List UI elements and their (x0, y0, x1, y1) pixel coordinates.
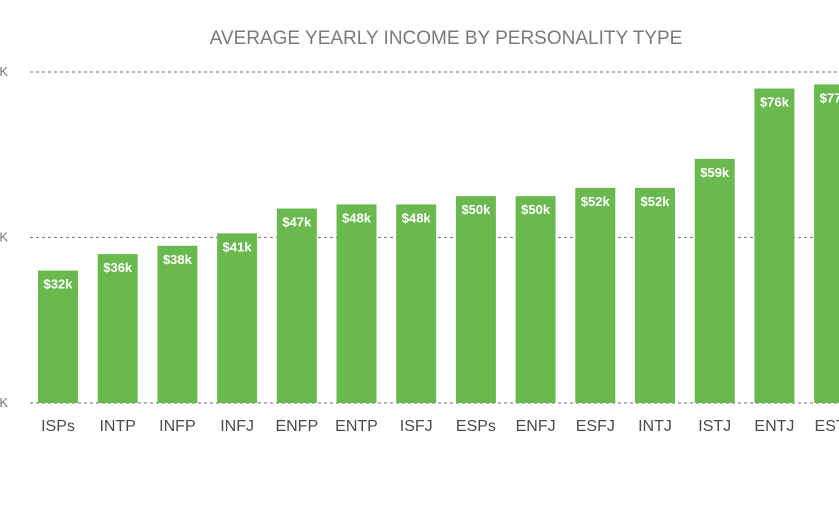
bar-infj (217, 233, 258, 403)
x-tick-label: ESTJ (815, 418, 839, 435)
data-label: $77k (820, 90, 839, 105)
bar-intj (635, 187, 675, 403)
bar-entp (336, 204, 377, 403)
x-tick-label: ENFJ (516, 418, 556, 435)
bar-istj (694, 158, 735, 403)
data-label: $48k (402, 210, 432, 225)
data-label: $32k (44, 277, 74, 292)
bar-esfj (575, 187, 616, 403)
x-tick-label: INTJ (638, 418, 672, 435)
data-label: $59k (700, 165, 730, 180)
data-label: $47k (282, 215, 312, 230)
x-tick-label: INTP (99, 418, 135, 435)
bar-enfj (515, 196, 556, 403)
data-label: $76k (760, 95, 790, 110)
bar-enfp (276, 208, 317, 403)
x-tick-label: ENTP (335, 418, 378, 435)
y-tick-label: K (0, 395, 8, 410)
data-label: $38k (163, 252, 193, 267)
data-label: $50k (461, 202, 491, 217)
data-label: $52k (641, 194, 671, 209)
chart-title: AVERAGE YEARLY INCOME BY PERSONALITY TYP… (210, 28, 683, 49)
bar-entj (754, 88, 795, 404)
x-tick-label: ISTJ (698, 418, 731, 435)
bar-isps (38, 270, 78, 403)
x-tick-label: ESPs (456, 418, 496, 435)
x-tick-label: ISFJ (400, 418, 433, 435)
bar-infp (157, 245, 198, 403)
x-tick-label: INFP (159, 418, 195, 435)
x-tick-label: INFJ (220, 418, 254, 435)
data-label: $36k (103, 260, 133, 275)
x-tick-label: ESFJ (576, 418, 615, 435)
y-tick-label: K (0, 230, 8, 245)
data-label: $52k (581, 194, 611, 209)
x-tick-label: ENFP (275, 418, 318, 435)
y-tick-label: K (0, 64, 8, 79)
x-tick-label: ENTJ (754, 418, 794, 435)
bar-esps (455, 196, 496, 403)
data-label: $48k (342, 210, 372, 225)
bar-isfj (396, 204, 437, 403)
data-label: $41k (223, 239, 253, 254)
bar-intp (97, 254, 138, 403)
data-label: $50k (521, 202, 551, 217)
x-tick-label: ISPs (41, 418, 75, 435)
bar-estj (814, 84, 839, 403)
